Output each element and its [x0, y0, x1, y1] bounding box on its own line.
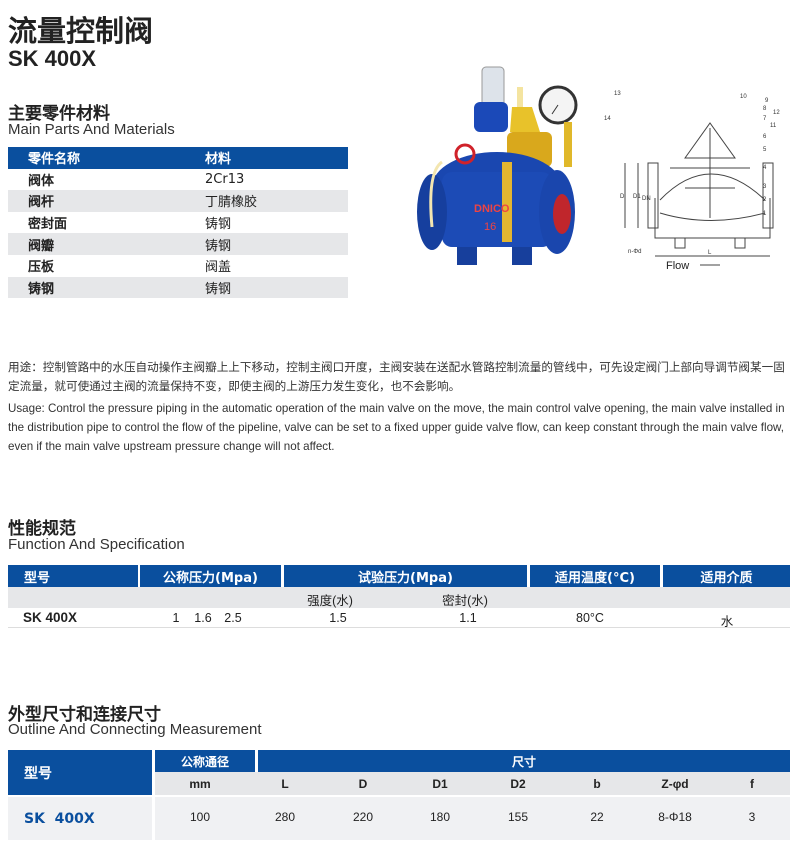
page-title: 流量控制阀	[8, 14, 154, 48]
outline-value: 22	[590, 810, 604, 824]
parts-header-row: 零件名称 材料	[8, 147, 348, 169]
outline-value: 180	[429, 810, 451, 824]
part-name: 阀体	[28, 173, 55, 189]
valve-cross-section-diagram: 13 14 10 9 8 12 7 11 6 5 4 3 2 1 D D1 DN…	[604, 91, 780, 272]
outline-subheader: Z-φd	[661, 777, 689, 791]
part-material: 铸钢	[205, 217, 232, 233]
part-name: 阀瓣	[28, 238, 55, 254]
diagram-label: DN	[642, 196, 651, 202]
row-divider	[8, 627, 790, 628]
usage-text-cn: 用途：控制管路中的水压自动操作主阀瓣上上下移动，控制主阀口开度，主阀安装在送配水…	[8, 361, 785, 393]
outline-header-model: 型号	[8, 750, 152, 795]
spec-header-model: 型号	[8, 565, 138, 587]
diagram-label: D1	[633, 194, 641, 200]
parts-col-name: 零件名称	[28, 152, 81, 168]
outline-model: SK 400X	[8, 797, 152, 840]
spec-strength: 1.5	[329, 611, 347, 625]
part-material: 丁腈橡胶	[205, 195, 258, 211]
outline-subheader: mm	[189, 777, 211, 791]
outline-value: 8-Φ18	[658, 810, 692, 824]
diagram-label: 11	[770, 123, 777, 129]
spec-subheader-seal: 密封(水)	[442, 594, 488, 608]
table-row: 阀瓣 铸钢	[8, 233, 348, 255]
spec-title-en: Function And Specification	[8, 536, 185, 553]
part-name: 密封面	[28, 217, 68, 233]
spec-model: SK 400X	[22, 610, 78, 625]
outline-data-row	[155, 797, 790, 840]
diagram-label: D	[620, 194, 625, 200]
spec-temperature: 80°C	[576, 611, 604, 625]
outline-header-dn: 公称通径	[155, 750, 255, 772]
valve-photo: DNICO 16	[417, 66, 578, 265]
diagram-label: 14	[604, 116, 611, 122]
part-name: 压板	[28, 260, 55, 276]
diagram-label: 7	[763, 116, 767, 122]
table-row: 阀体 2Cr13	[8, 169, 348, 191]
part-material: 2Cr13	[205, 171, 245, 187]
diagram-label: 5	[763, 147, 767, 153]
diagram-flow-label: Flow	[666, 260, 689, 272]
part-material: 阀盖	[205, 260, 232, 276]
outline-title-en: Outline And Connecting Measurement	[8, 721, 262, 738]
spec-pressure: 1.6	[194, 611, 212, 625]
spec-title-cn: 性能规范	[8, 519, 76, 539]
diagram-label: 8	[763, 106, 767, 112]
outline-subheader-row	[155, 772, 790, 795]
spec-header-medium: 适用介质	[663, 565, 790, 587]
outline-subheader: D1	[432, 777, 448, 791]
diagram-label: 4	[763, 165, 767, 171]
usage-text-en: Usage: Control the pressure piping in th…	[8, 402, 785, 453]
spec-seal: 1.1	[459, 611, 477, 625]
model-number: SK 400X	[8, 46, 97, 71]
diagram-label: 3	[763, 184, 767, 190]
outline-subheader: L	[281, 777, 289, 791]
diagram-label: 9	[765, 98, 769, 104]
outline-value: 220	[352, 810, 374, 824]
spec-header-test-pressure: 试验压力(Mpa)	[284, 565, 527, 587]
outline-header-dims: 尺寸	[258, 750, 790, 772]
table-row: 阀杆 丁腈橡胶	[8, 190, 348, 212]
spec-subheader-row	[8, 587, 790, 608]
outline-subheader: D	[358, 777, 368, 791]
part-name: 铸钢	[28, 281, 55, 297]
outline-value: 100	[189, 810, 211, 824]
part-material: 铸钢	[205, 238, 232, 254]
spec-header-nominal-pressure: 公称压力(Mpa)	[140, 565, 281, 587]
diagram-label: 13	[614, 91, 621, 97]
table-row: 压板 阀盖	[8, 255, 348, 277]
diagram-label: L	[708, 250, 712, 256]
photo-logo: DNICO	[474, 203, 510, 215]
outline-subheader: b	[593, 777, 601, 791]
diagram-label: n-Φd	[628, 249, 641, 255]
photo-mark: 16	[484, 221, 496, 233]
outline-value: 155	[507, 810, 529, 824]
parts-col-material: 材料	[205, 152, 232, 168]
table-row: 密封面 铸钢	[8, 212, 348, 234]
diagram-label: 6	[763, 134, 767, 140]
parts-table: 零件名称 材料 阀体 2Cr13 阀杆 丁腈橡胶 密封面 铸钢 阀瓣 铸钢 压板 阀盖 铸…	[8, 147, 348, 299]
diagram-label: 10	[740, 94, 747, 100]
outline-value: 280	[274, 810, 296, 824]
parts-title-cn: 主要零件材料	[8, 104, 110, 124]
spec-table: 型号 公称压力(Mpa) 试验压力(Mpa) 适用温度(°C) 适用介质 强度(…	[0, 565, 800, 630]
outline-subheader: f	[750, 777, 754, 791]
outline-value: 3	[748, 810, 756, 824]
outline-table: 型号 公称通径 尺寸 SK 400X mm 100 L 280 D 220 D1 180 D2 1…	[0, 750, 800, 845]
spec-header-temperature: 适用温度(°C)	[530, 565, 660, 587]
part-name: 阀杆	[28, 195, 55, 211]
parts-title-en: Main Parts And Materials	[8, 121, 175, 138]
outline-title-cn: 外型尺寸和连接尺寸	[8, 705, 161, 725]
spec-medium: 水	[720, 615, 734, 629]
outline-subheader: D2	[510, 777, 526, 791]
table-row: 铸钢 铸钢	[8, 276, 348, 299]
diagram-label: 2	[763, 197, 767, 203]
spec-pressure: 2.5	[224, 611, 242, 625]
diagram-label: 1	[763, 211, 767, 217]
diagram-label: 12	[773, 110, 780, 116]
part-material: 铸钢	[205, 281, 232, 297]
spec-subheader-strength: 强度(水)	[307, 594, 353, 608]
spec-pressure: 1	[172, 611, 180, 625]
